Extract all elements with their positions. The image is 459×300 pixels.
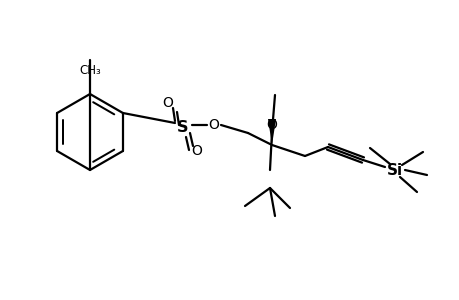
Text: O: O bbox=[191, 144, 202, 158]
Text: CH₃: CH₃ bbox=[79, 64, 101, 76]
Polygon shape bbox=[268, 119, 275, 145]
Text: O: O bbox=[208, 118, 219, 132]
Text: O: O bbox=[266, 118, 277, 132]
Text: Si: Si bbox=[386, 163, 402, 178]
Text: S: S bbox=[177, 119, 188, 134]
Text: O: O bbox=[162, 96, 173, 110]
